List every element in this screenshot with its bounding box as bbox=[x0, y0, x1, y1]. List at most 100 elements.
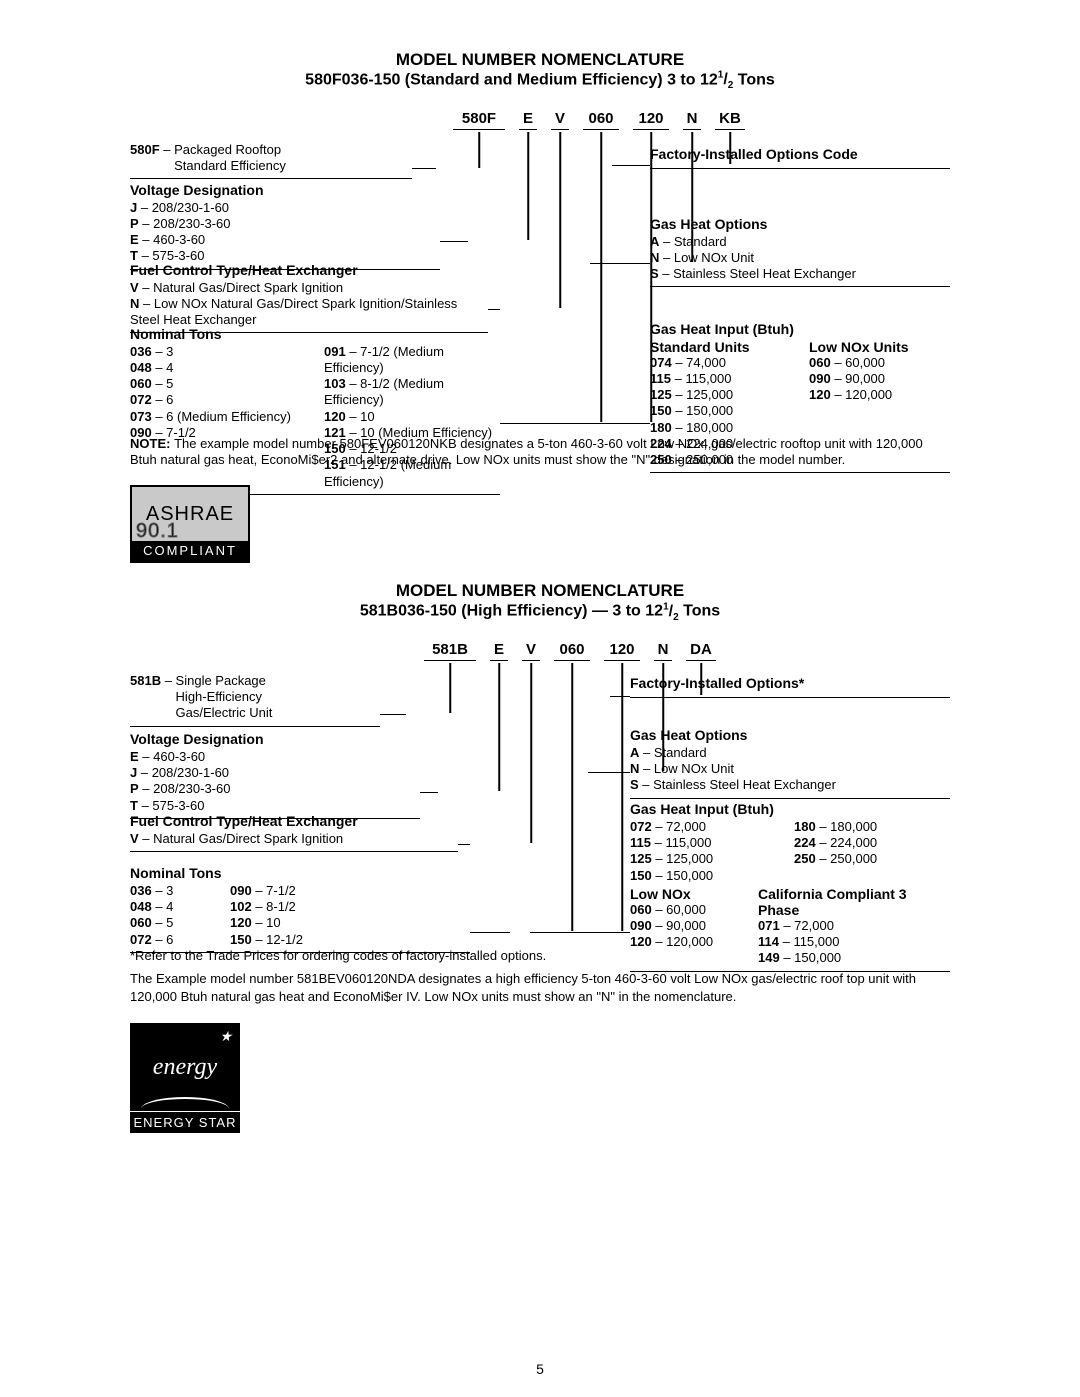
box2-voltage: Voltage Designation E – 460-3-60J – 208/… bbox=[130, 727, 420, 819]
list-item: 036 – 3 bbox=[130, 344, 306, 360]
list-item: 120 – 120,000 bbox=[630, 934, 750, 950]
list-item: 090 – 90,000 bbox=[809, 371, 950, 387]
conn bbox=[610, 696, 630, 698]
list-item: 150 – 150,000 bbox=[650, 403, 791, 419]
list-item: 072 – 6 bbox=[130, 932, 220, 948]
box2-fuel: Fuel Control Type/Heat Exchanger V – Nat… bbox=[130, 809, 458, 852]
nomenclature-1: 580F E V 060 120 N KB 580F – Packaged Ro… bbox=[130, 110, 950, 430]
list-item: 125 – 125,000 bbox=[630, 851, 786, 867]
box2-ghopts: Gas Heat Options A – StandardN – Low NOx… bbox=[630, 723, 950, 799]
list-item: 073 – 6 (Medium Efficiency) bbox=[130, 409, 306, 425]
list-item: 072 – 72,000 bbox=[630, 819, 786, 835]
list-item: 071 – 72,000 bbox=[758, 918, 950, 934]
list-item: J – 208/230-1-60 bbox=[130, 200, 440, 216]
list-item: 060 – 5 bbox=[130, 376, 306, 392]
ashrae-901: 90.1 bbox=[136, 520, 179, 543]
subtitle-text-a: 580F036-150 (Standard and Medium Efficie… bbox=[305, 71, 718, 88]
estar-word: energy bbox=[153, 1054, 217, 1081]
code-e: E bbox=[523, 110, 533, 127]
list-item: A – Standard bbox=[630, 745, 950, 761]
code-060: 060 bbox=[588, 110, 613, 127]
sub-std: Standard Units bbox=[650, 339, 750, 355]
code-v: V bbox=[555, 110, 565, 127]
subtitle2-b: Tons bbox=[679, 603, 720, 620]
list-item: E – 460-3-60 bbox=[130, 749, 420, 765]
section2-heading: MODEL NUMBER NOMENCLATURE bbox=[130, 581, 950, 601]
code-n: N bbox=[687, 110, 698, 127]
hdr2-ghopts: Gas Heat Options bbox=[630, 727, 950, 743]
hdr2-factory: Factory-Installed Options* bbox=[630, 675, 950, 691]
subtitle-text-b: Tons bbox=[733, 71, 774, 88]
code2-120: 120 bbox=[609, 641, 634, 658]
footnote-2: The Example model number 581BEV060120NDA… bbox=[130, 970, 950, 1005]
box2-factory: Factory-Installed Options* bbox=[630, 671, 950, 698]
list-item: 224 – 224,000 bbox=[794, 835, 950, 851]
code2-060: 060 bbox=[559, 641, 584, 658]
list-item: 114 – 115,000 bbox=[758, 934, 950, 950]
conn bbox=[440, 241, 468, 243]
list-item: 091 – 7-1/2 (Medium Efficiency) bbox=[324, 344, 500, 377]
list-item: P – 208/230-3-60 bbox=[130, 216, 440, 232]
list-item: P – 208/230-3-60 bbox=[130, 781, 420, 797]
list-item: 150 – 12-1/2 bbox=[230, 932, 470, 948]
hdr2-ghi: Gas Heat Input (Btuh) bbox=[630, 801, 950, 817]
box-580f: 580F – Packaged Rooftop Standard Efficie… bbox=[130, 138, 412, 180]
conn bbox=[458, 844, 470, 846]
list-item: N – Low NOx Unit bbox=[650, 250, 950, 266]
list-item: 250 – 250,000 bbox=[794, 851, 950, 867]
section1-subtitle: 580F036-150 (Standard and Medium Efficie… bbox=[130, 70, 950, 92]
txt2-581b: Single Package High-Efficiency Gas/Elect… bbox=[176, 673, 273, 722]
hdr-voltage: Voltage Designation bbox=[130, 182, 440, 198]
ashrae-compliant: COMPLIANT bbox=[132, 541, 248, 561]
box2-ghi: Gas Heat Input (Btuh) 072 – 72,000115 – … bbox=[630, 797, 950, 972]
list-item: V – Natural Gas/Direct Spark Ignition bbox=[130, 280, 488, 296]
lbl2-581b: 581B bbox=[130, 673, 161, 688]
energy-star-badge: energy★ ENERGY STAR bbox=[130, 1023, 240, 1133]
list-item: V – Natural Gas/Direct Spark Ignition bbox=[130, 831, 458, 847]
code2-e: E bbox=[494, 641, 504, 658]
lbl-580f: 580F bbox=[130, 142, 160, 157]
code2-da: DA bbox=[690, 641, 712, 658]
conn bbox=[530, 932, 630, 934]
code-kb: KB bbox=[719, 110, 741, 127]
code-row-1: 580F E V 060 120 N KB bbox=[130, 110, 950, 130]
box-gasheat-opts: Gas Heat Options A – StandardN – Low NOx… bbox=[650, 212, 950, 288]
box2-tons: Nominal Tons 036 – 3048 – 4060 – 5072 – … bbox=[130, 861, 470, 953]
list-item: 150 – 150,000 bbox=[630, 868, 786, 884]
list-item: 224 – 224,000 bbox=[650, 436, 791, 452]
box-factory-opts: Factory-Installed Options Code bbox=[650, 142, 950, 169]
list-item: 115 – 115,000 bbox=[630, 835, 786, 851]
list-item: 102 – 8-1/2 bbox=[230, 899, 470, 915]
conn bbox=[380, 714, 406, 716]
list-item: 074 – 74,000 bbox=[650, 355, 791, 371]
list-item: A – Standard bbox=[650, 234, 950, 250]
box-gasheat-input: Gas Heat Input (Btuh) Standard Units074 … bbox=[650, 317, 950, 474]
conn bbox=[588, 772, 630, 774]
conn bbox=[412, 168, 436, 170]
list-item: S – Stainless Steel Heat Exchanger bbox=[650, 266, 950, 282]
list-item: 048 – 4 bbox=[130, 899, 220, 915]
hdr2-fuel: Fuel Control Type/Heat Exchanger bbox=[130, 813, 458, 829]
star-icon: ★ bbox=[219, 1029, 232, 1046]
list-item: 180 – 180,000 bbox=[650, 420, 791, 436]
conn bbox=[420, 792, 438, 794]
code2-v: V bbox=[526, 641, 536, 658]
list-item: 048 – 4 bbox=[130, 360, 306, 376]
conn bbox=[470, 932, 510, 934]
list-item: 090 – 90,000 bbox=[630, 918, 750, 934]
list-item: 121 – 10 (Medium Efficiency) bbox=[324, 425, 500, 441]
list-item: 120 – 120,000 bbox=[809, 387, 950, 403]
conn bbox=[590, 263, 650, 265]
code2-n: N bbox=[658, 641, 669, 658]
list-item: 150 – 12-1/2 bbox=[324, 441, 500, 457]
code-580f: 580F bbox=[462, 110, 496, 127]
list-item: 103 – 8-1/2 (Medium Efficiency) bbox=[324, 376, 500, 409]
list-item: 090 – 7-1/2 bbox=[230, 883, 470, 899]
section1-heading: MODEL NUMBER NOMENCLATURE bbox=[130, 50, 950, 70]
list-item: J – 208/230-1-60 bbox=[130, 765, 420, 781]
code-row-2: 581B E V 060 120 N DA bbox=[130, 641, 950, 661]
box-tons: Nominal Tons 036 – 3048 – 4060 – 5072 – … bbox=[130, 322, 500, 495]
box-voltage: Voltage Designation J – 208/230-1-60P – … bbox=[130, 178, 440, 270]
subtitle2-a: 581B036-150 (High Efficiency) — 3 to 12 bbox=[360, 603, 663, 620]
hdr2-tons: Nominal Tons bbox=[130, 865, 470, 881]
